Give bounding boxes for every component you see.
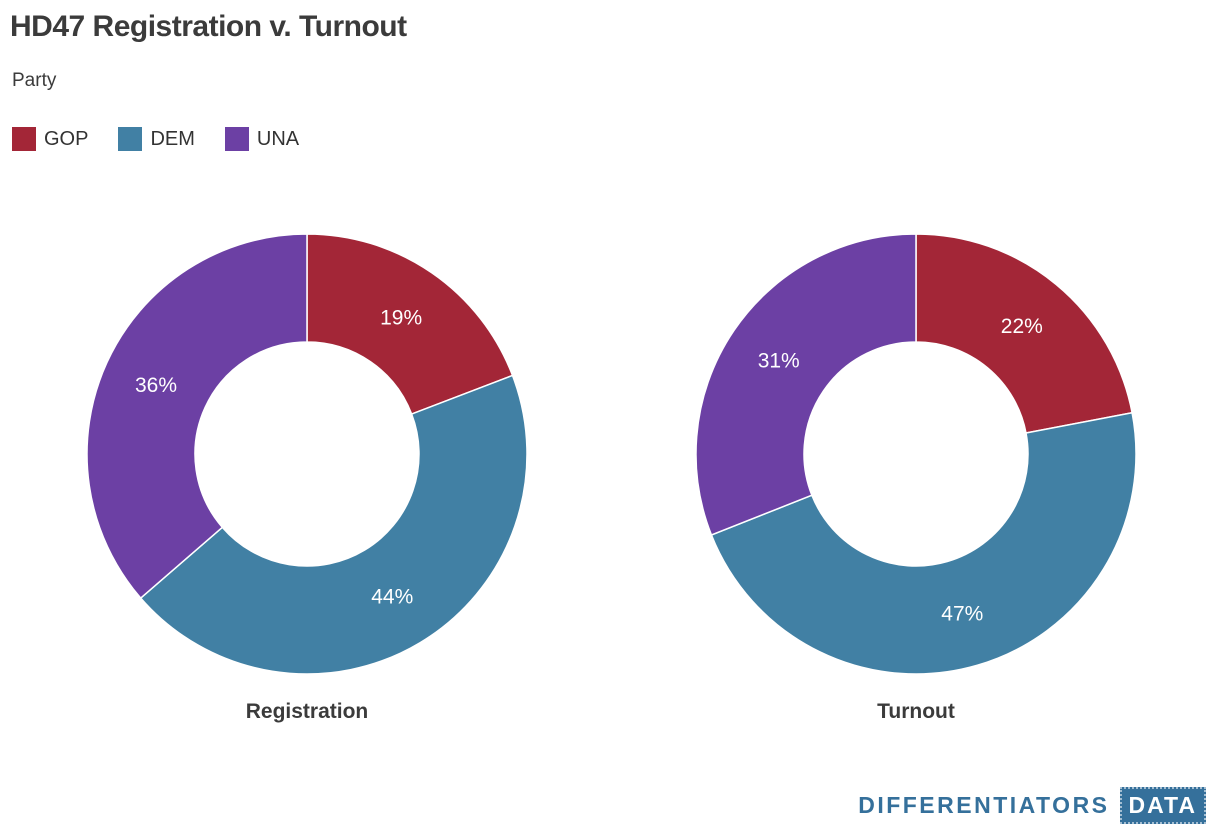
donut-slice-una xyxy=(86,233,308,600)
logo-badge: DATA xyxy=(1119,787,1206,824)
legend-label: GOP xyxy=(44,127,89,150)
slice-percent-label-gop: 22% xyxy=(1001,315,1043,338)
slice-percent-label-una: 36% xyxy=(135,374,177,397)
registration-donut-chart: 19% 44% 36% xyxy=(86,233,528,675)
turnout-donut-chart: 22% 47% 31% xyxy=(695,233,1137,675)
donut-slice-una xyxy=(695,233,917,536)
legend-swatch-dem xyxy=(118,127,143,151)
chart-registration: 19% 44% 36% Registration xyxy=(77,224,537,724)
charts-row: 19% 44% 36% Registration 22% 47% 31% Turnout xyxy=(0,224,1220,724)
donut-slice-dem xyxy=(710,411,1137,675)
legend-item-gop: GOP xyxy=(12,127,88,151)
donut-slice-dem xyxy=(139,374,528,675)
slice-percent-label-una: 31% xyxy=(758,350,800,373)
slice-percent-label-dem: 44% xyxy=(371,585,413,608)
donut-slice-gop xyxy=(915,233,1133,434)
legend-swatch-una xyxy=(224,127,249,151)
legend: GOP DEM UNA xyxy=(12,127,299,151)
legend-item-una: UNA xyxy=(224,127,300,151)
legend-item-dem: DEM xyxy=(118,127,195,151)
legend-title: Party xyxy=(12,70,57,91)
legend-swatch-gop xyxy=(12,127,36,151)
slice-percent-label-dem: 47% xyxy=(941,602,983,625)
chart-turnout: 22% 47% 31% Turnout xyxy=(686,224,1146,724)
page-title: HD47 Registration v. Turnout xyxy=(10,10,407,43)
slice-percent-label-gop: 19% xyxy=(380,306,422,329)
legend-label: DEM xyxy=(150,127,195,150)
chart-caption-turnout: Turnout xyxy=(877,700,955,723)
chart-caption-registration: Registration xyxy=(245,700,369,723)
logo-text: DIFFERENTIATORS xyxy=(858,792,1110,818)
legend-label: UNA xyxy=(256,127,300,150)
differentiators-data-logo: DIFFERENTIATORS DATA xyxy=(858,787,1206,824)
donut-slice-gop xyxy=(306,233,514,415)
